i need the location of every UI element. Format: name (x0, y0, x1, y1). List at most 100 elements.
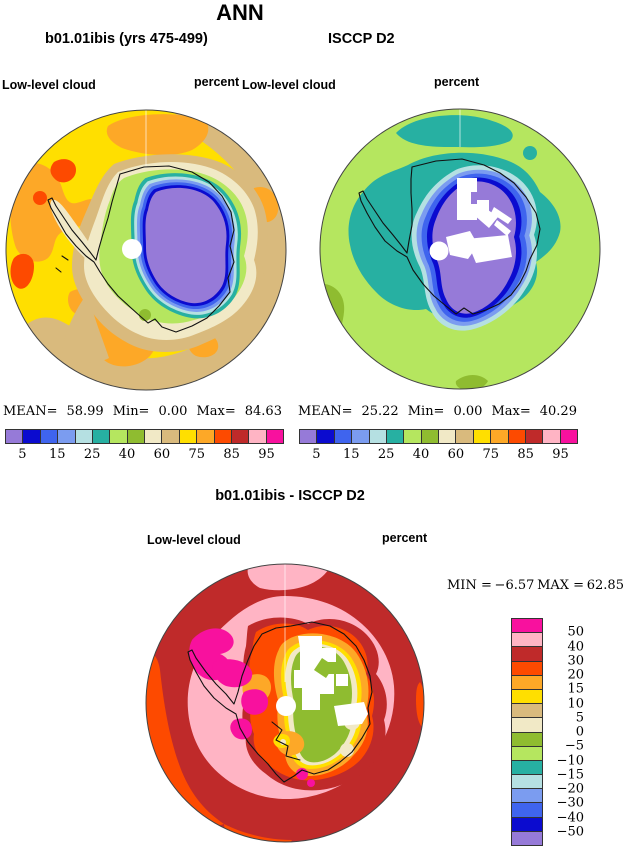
diff-colorbar-tick-label: −50 (556, 824, 584, 840)
colorbar-cell (351, 430, 369, 443)
diff-colorbar-tick-label: −40 (556, 810, 584, 825)
obs-stats: MEAN= 25.22 Min= 0.00 Max= 40.29 (298, 404, 577, 419)
colorbar-cell (403, 430, 421, 443)
colorbar-tick-label: 40 (118, 447, 136, 462)
pole-marker (429, 241, 449, 261)
page-title: ANN (216, 0, 264, 25)
stat-label: Max= (196, 404, 236, 419)
diff-coastline (187, 621, 373, 783)
model-map (5, 109, 287, 391)
stat-value: 62.85 (586, 578, 624, 593)
diff-colorbar-ticks: 50 40 30 20 15 10 5 0 −5 −10 −15 −20 −30 −40 −50 (548, 618, 584, 846)
colorbar-cell (248, 430, 266, 443)
colorbar-cell (512, 660, 542, 675)
diff-stats: MIN = −6.57 MAX = 62.85 (447, 578, 624, 593)
colorbar-cell (512, 759, 542, 775)
obs-map (319, 108, 601, 390)
colorbar-cell (512, 731, 542, 746)
colorbar-cell (57, 430, 75, 443)
island-marks (55, 255, 69, 273)
colorbar-cell (512, 619, 542, 633)
colorbar-cell (230, 430, 249, 443)
green-notch (314, 658, 334, 678)
model-units-label: percent (194, 75, 240, 89)
diff-colorbar-tick-label: −20 (556, 781, 584, 797)
obs-field-label: Low-level cloud (242, 78, 336, 92)
colorbar-tick-label: 25 (377, 447, 395, 462)
model-map-fills (6, 110, 286, 390)
colorbar-cell (109, 430, 127, 443)
stat-label: Min= (407, 404, 445, 419)
colorbar-cell (512, 816, 542, 831)
colorbar-tick-label: 15 (49, 447, 66, 462)
colorbar-cell (74, 430, 92, 443)
diff-subtitle: b01.01ibis - ISCCP D2 (215, 488, 365, 504)
colorbar-cell (438, 430, 456, 443)
missing-data-shapes (294, 636, 368, 726)
colorbar-tick-label: 40 (412, 447, 430, 462)
stat-label: MIN = (447, 578, 492, 593)
colorbar-cell (420, 430, 438, 443)
colorbar-cell (512, 717, 542, 732)
diff-map-fills (146, 564, 424, 842)
colorbar-cell (6, 430, 23, 443)
stat-label: MEAN= (298, 404, 353, 419)
diff-colorbar-tick-label: 0 (575, 724, 584, 740)
colorbar-tick-label: 85 (223, 447, 240, 462)
colorbar-cell (39, 430, 58, 443)
stat-label: Min= (112, 404, 150, 419)
colorbar-cell (512, 802, 542, 817)
colorbar-cell (213, 430, 231, 443)
stat-value: 58.99 (66, 404, 104, 419)
colorbar-cell (512, 745, 542, 760)
colorbar-cell (524, 430, 543, 443)
colorbar-cell (512, 703, 542, 718)
diff-colorbar-tick-label: 20 (567, 667, 584, 683)
model-stats: MEAN= 58.99 Min= 0.00 Max= 84.63 (3, 404, 282, 419)
colorbar-cell (22, 430, 40, 443)
model-core-rings (130, 173, 242, 319)
colorbar-cell (333, 430, 352, 443)
diff-colorbar-tick-label: 5 (575, 710, 584, 726)
island-marks (345, 158, 352, 162)
colorbar-tick-label: 85 (517, 447, 534, 462)
diff-colorbar-tick-label: −30 (556, 795, 584, 811)
colorbar-tick-label: 75 (482, 447, 500, 462)
colorbar-cell (512, 774, 542, 789)
missing-data-shapes (446, 178, 512, 263)
colorbar-cell (385, 430, 404, 443)
diff-colorbar-tick-label: 10 (567, 696, 584, 711)
stat-label: MAX = (537, 578, 585, 593)
colorbar-tick-label: 95 (258, 447, 275, 462)
obs-map-fills (320, 109, 600, 389)
colorbar-tick-label: 25 (83, 447, 101, 462)
stat-value: −6.57 (494, 578, 535, 593)
colorbar-tick-label: 75 (188, 447, 206, 462)
colorbar-tick-label: 5 (312, 447, 321, 462)
model-coastline (47, 165, 235, 333)
colorbar-cell (178, 430, 197, 443)
colorbar-cell (472, 430, 491, 443)
magenta-patches (189, 628, 315, 787)
diff-units-label: percent (382, 531, 428, 545)
stat-value: 25.22 (361, 404, 399, 419)
diff-map (145, 563, 425, 843)
diff-colorbar-tick-label: 50 (567, 624, 584, 640)
diff-colorbar-tick-label: 40 (567, 639, 584, 654)
colorbar-tick-label: 60 (153, 447, 171, 462)
diff-colorbar-tick-label: 30 (567, 653, 584, 669)
colorbar-cell (512, 632, 542, 647)
map-boundary (5, 109, 287, 391)
model-colorbar-ticks: 5 15 25 40 60 75 85 95 (5, 447, 284, 463)
obs-colorbar-ticks: 5 15 25 40 60 75 85 95 (299, 447, 578, 463)
colorbar-cell (161, 430, 179, 443)
diff-colorbar-tick-label: 15 (567, 681, 584, 697)
colorbar-tick-label: 15 (343, 447, 360, 462)
colorbar-cell (91, 430, 110, 443)
colorbar-cell (512, 688, 542, 704)
colorbar-cell (512, 830, 542, 845)
colorbar-cell (126, 430, 144, 443)
colorbar-cell (490, 430, 508, 443)
obs-subtitle: ISCCP D2 (328, 31, 395, 47)
